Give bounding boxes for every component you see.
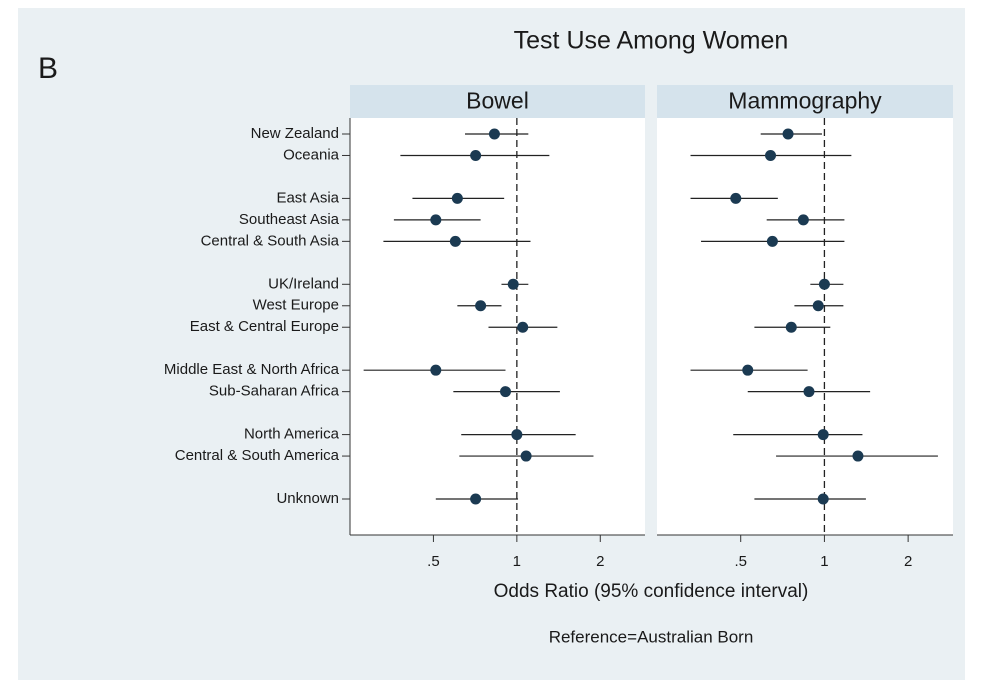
point-estimate <box>852 450 864 462</box>
y-tick-label: North America <box>244 426 340 443</box>
point-estimate <box>520 450 532 462</box>
point-estimate <box>817 493 829 505</box>
point-estimate <box>470 493 482 505</box>
point-estimate <box>765 149 777 161</box>
note: Reference=Australian Born <box>549 627 754 646</box>
y-tick-label: New Zealand <box>251 125 339 142</box>
x-tick-label: .5 <box>427 553 440 570</box>
point-estimate <box>488 128 500 140</box>
point-estimate <box>430 364 442 376</box>
x-tick-label: 2 <box>596 553 604 570</box>
x-axis-label: Odds Ratio (95% confidence interval) <box>494 581 809 602</box>
x-tick-label: 1 <box>513 553 521 570</box>
point-estimate <box>470 149 482 161</box>
point-estimate <box>451 192 463 204</box>
point-estimate <box>475 300 487 312</box>
point-estimate <box>766 235 778 247</box>
point-estimate <box>507 278 519 290</box>
y-tick-label: Oceania <box>283 146 340 163</box>
panel-header <box>657 85 953 118</box>
y-tick-label: West Europe <box>253 297 339 314</box>
panel-title: Mammography <box>728 88 882 114</box>
y-tick-label: East Asia <box>276 189 339 206</box>
y-tick-label: Middle East & North Africa <box>164 361 340 378</box>
panel-letter: B <box>38 52 58 85</box>
point-estimate <box>517 321 529 333</box>
point-estimate <box>511 429 523 441</box>
point-estimate <box>803 386 815 398</box>
point-estimate <box>785 321 797 333</box>
x-tick-label: 2 <box>904 553 912 570</box>
point-estimate <box>742 364 754 376</box>
point-estimate <box>817 429 829 441</box>
x-tick-label: 1 <box>820 553 828 570</box>
point-estimate <box>797 214 809 226</box>
y-tick-label: UK/Ireland <box>268 275 339 292</box>
point-estimate <box>730 192 742 204</box>
y-tick-label: Central & South America <box>175 447 340 464</box>
x-tick-label: .5 <box>734 553 747 570</box>
point-estimate <box>449 235 461 247</box>
chart-title: Test Use Among Women <box>514 27 789 55</box>
y-tick-label: Unknown <box>276 490 339 507</box>
point-estimate <box>812 300 824 312</box>
plot-area <box>350 118 645 535</box>
point-estimate <box>818 278 830 290</box>
point-estimate <box>782 128 794 140</box>
y-tick-label: East & Central Europe <box>190 318 339 335</box>
y-tick-label: Sub-Saharan Africa <box>209 383 340 400</box>
y-tick-label: Southeast Asia <box>239 211 340 228</box>
panel-header <box>350 85 645 118</box>
point-estimate <box>500 386 512 398</box>
point-estimate <box>430 214 442 226</box>
y-tick-label: Central & South Asia <box>201 232 340 249</box>
plot-area <box>657 118 953 535</box>
panel-title: Bowel <box>466 88 529 114</box>
